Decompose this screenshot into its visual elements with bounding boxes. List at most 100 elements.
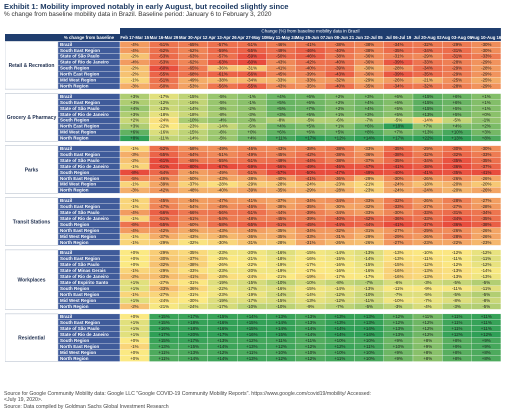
cell-value: -5% (453, 280, 461, 285)
cell-value: -58% (217, 222, 227, 227)
cell-value: +13% (158, 344, 169, 349)
region-label: South Region (60, 286, 89, 291)
cell-value: -4% (131, 210, 139, 215)
cell-value: -38% (276, 204, 286, 209)
cell-value: -24% (393, 188, 403, 193)
cell-value: -33% (276, 78, 286, 83)
cell-value: -5% (365, 304, 373, 309)
cell-value: +10% (363, 356, 374, 361)
cell-value: -64% (188, 152, 198, 157)
cell-value: -54% (159, 170, 169, 175)
cell-value: -29% (159, 240, 169, 245)
cell-value: -29% (305, 188, 315, 193)
cell-value: -31% (452, 210, 462, 215)
cell-value: +1% (482, 106, 491, 111)
cell-value: +6% (365, 124, 374, 129)
cell-value: -44% (364, 222, 374, 227)
cell-value: -19% (305, 274, 315, 279)
cell-value: +16% (158, 326, 169, 331)
cell-value: -38% (335, 158, 345, 163)
cell-value: -33% (364, 198, 374, 203)
group-label: Residential (18, 336, 45, 342)
cell-value: -30% (335, 204, 345, 209)
cell-value: -34% (423, 158, 433, 163)
cell-value: -7% (394, 292, 402, 297)
cell-value: -17% (364, 274, 374, 279)
cell-value: -26% (481, 228, 491, 233)
cell-value: +10% (393, 344, 404, 349)
cell-value: -13% (364, 286, 374, 291)
cell-value: -28% (217, 182, 227, 187)
column-header: Mar 16-Mar 29 (150, 35, 179, 40)
cell-value: +3% (482, 130, 491, 135)
cell-value: -3% (248, 112, 256, 117)
cell-value: -25% (481, 78, 491, 83)
cell-value: -51% (247, 210, 257, 215)
cell-value: +8% (423, 338, 432, 343)
cell-value: -5% (219, 94, 227, 99)
cell-value: -45% (276, 152, 286, 157)
cell-value: -10% (364, 292, 374, 297)
chart-banner-label: Change (%) from baseline mobility data i… (261, 29, 359, 34)
cell-value: -35% (364, 83, 374, 88)
cell-value: -10% (276, 304, 286, 309)
cell-value: -19% (247, 292, 257, 297)
cell-value: -15% (335, 256, 345, 261)
cell-value: -19% (276, 262, 286, 267)
cell-value: -29% (481, 60, 491, 65)
cell-value: +15% (246, 326, 257, 331)
cell-value: -37% (481, 164, 491, 169)
region-label: South Region (60, 118, 89, 123)
cell-value: +5% (394, 112, 403, 117)
cell-value: +8% (452, 350, 461, 355)
cell-value: +6% (306, 100, 315, 105)
exhibit-title: Exhibit 1: Mobility improved notably in … (4, 2, 289, 11)
cell-value: +0% (130, 350, 139, 355)
cell-value: -1% (248, 100, 256, 105)
cell-value: +1% (130, 286, 139, 291)
cell-value: +11% (246, 350, 257, 355)
cell-value: +5% (452, 112, 461, 117)
cell-value: -41% (188, 274, 198, 279)
cell-value: -49% (305, 164, 315, 169)
cell-value: -55% (247, 222, 257, 227)
cell-value: -33% (159, 274, 169, 279)
cell-value: -29% (364, 234, 374, 239)
cell-value: -33% (481, 54, 491, 59)
cell-value: -39% (393, 72, 403, 77)
mobility-heatmap: Change (%) from baseline mobility data i… (5, 28, 502, 362)
cell-value: -2% (131, 54, 139, 59)
cell-value: +12% (275, 344, 286, 349)
cell-value: -65% (188, 42, 198, 47)
cell-value: -15% (305, 250, 315, 255)
cell-value: -28% (481, 66, 491, 71)
cell-value: -33% (188, 268, 198, 273)
cell-value: +0% (482, 112, 491, 117)
cell-value: +1% (130, 332, 139, 337)
cell-value: -53% (159, 54, 169, 59)
cell-value: +11% (481, 326, 492, 331)
cell-value: -41% (423, 170, 433, 175)
group-label-box (5, 93, 59, 142)
cell-value: -11% (481, 256, 491, 261)
cell-value: +1% (130, 326, 139, 331)
cell-value: -19% (276, 268, 286, 273)
cell-value: -5% (219, 136, 227, 141)
cell-value: -41% (305, 42, 315, 47)
cell-value: +8% (452, 356, 461, 361)
cell-value: -43% (335, 72, 345, 77)
cell-value: +4% (277, 94, 286, 99)
cell-value: -5% (131, 176, 139, 181)
cell-value: -29% (481, 72, 491, 77)
cell-value: +15% (275, 332, 286, 337)
cell-value: -35% (276, 228, 286, 233)
cell-value: -37% (276, 198, 286, 203)
cell-value: -1% (482, 118, 490, 123)
cell-value: -33% (364, 210, 374, 215)
cell-value: -14% (481, 268, 491, 273)
cell-value: -35% (423, 72, 433, 77)
cell-value: -20% (247, 268, 257, 273)
cell-value: -26% (423, 198, 433, 203)
cell-value: +4% (247, 136, 256, 141)
cell-value: -13% (305, 298, 315, 303)
